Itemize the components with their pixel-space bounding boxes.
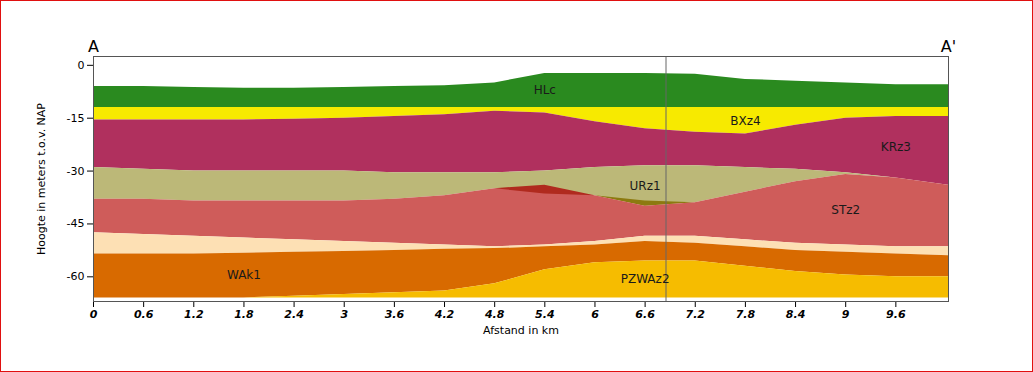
svg-text:1.2: 1.2 [184, 308, 204, 321]
svg-text:2.4: 2.4 [284, 308, 304, 321]
svg-text:-30: -30 [67, 165, 85, 178]
svg-text:4.2: 4.2 [434, 308, 455, 321]
svg-text:9: 9 [842, 308, 850, 321]
svg-text:3: 3 [340, 308, 348, 321]
svg-text:6.6: 6.6 [635, 308, 655, 321]
svg-text:7.8: 7.8 [736, 308, 756, 321]
svg-text:BXz4: BXz4 [730, 114, 760, 128]
svg-text:-15: -15 [67, 112, 85, 125]
svg-text:1.8: 1.8 [234, 308, 254, 321]
svg-text:Hoogte in meters t.o.v. NAP: Hoogte in meters t.o.v. NAP [35, 103, 48, 255]
svg-text:-45: -45 [67, 217, 85, 230]
svg-text:KRz3: KRz3 [881, 140, 911, 154]
svg-text:9.6: 9.6 [886, 308, 906, 321]
svg-text:6: 6 [591, 308, 599, 321]
svg-text:4.8: 4.8 [484, 308, 505, 321]
svg-text:3.6: 3.6 [385, 308, 405, 321]
svg-text:STz2: STz2 [831, 203, 860, 217]
svg-text:0: 0 [90, 308, 98, 321]
svg-text:0.6: 0.6 [134, 308, 154, 321]
svg-text:8.4: 8.4 [786, 308, 806, 321]
svg-text:WAk1: WAk1 [227, 268, 261, 282]
svg-text:5.4: 5.4 [535, 308, 555, 321]
svg-text:Afstand in km: Afstand in km [483, 324, 559, 337]
svg-text:URz1: URz1 [630, 179, 661, 193]
svg-text:PZWAz2: PZWAz2 [621, 272, 670, 286]
svg-text:A: A [88, 37, 99, 56]
svg-text:7.2: 7.2 [686, 308, 706, 321]
svg-text:A': A' [941, 37, 956, 56]
svg-text:0: 0 [78, 59, 85, 72]
svg-text:HLc: HLc [534, 83, 556, 97]
svg-text:-60: -60 [67, 270, 85, 283]
